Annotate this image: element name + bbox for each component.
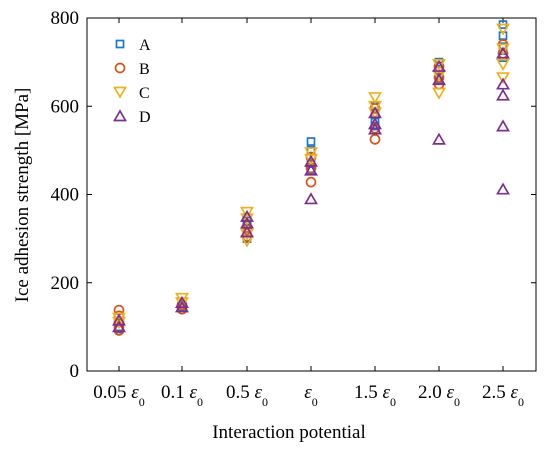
data-point-b [305, 176, 317, 188]
x-tick-label: 0.05 ε0 [93, 382, 145, 409]
x-tick-label: ε0 [304, 382, 318, 409]
legend-marker-d [113, 109, 127, 122]
data-point-c [496, 43, 510, 56]
data-point-d [240, 209, 254, 222]
legend-label-c: C [139, 85, 150, 102]
y-axis-label: Ice adhesion strength [MPa] [12, 88, 33, 303]
data-point-a [306, 137, 316, 146]
data-point-b [369, 133, 381, 145]
data-point-c [496, 23, 510, 36]
data-point-c [368, 100, 382, 113]
data-point-d [112, 313, 126, 326]
y-tick-label: 200 [51, 273, 80, 294]
axes: 0 200 400 600 800 0.05 ε0 0.1 ε0 0.5 ε0 ε0 1.5 ε0… [51, 8, 537, 409]
data-point-d [304, 163, 318, 176]
data-point-c [368, 92, 382, 105]
data-point-d [496, 88, 510, 101]
data-point-c [496, 58, 510, 72]
data-point-d [496, 182, 510, 195]
x-tick-label: 0.1 ε0 [161, 382, 203, 409]
data-point-c [240, 213, 254, 226]
data-point-d [368, 122, 382, 135]
x-tick-label: 2.5 ε0 [482, 382, 524, 409]
data-point-c [112, 317, 126, 330]
data-point-c [304, 153, 318, 166]
data-point-d [304, 192, 318, 205]
data-point-d [432, 73, 446, 86]
legend-label-b: B [139, 61, 150, 78]
data-points [112, 20, 510, 336]
legend-marker-a [115, 39, 125, 49]
data-point-d [112, 320, 126, 333]
data-point-b [433, 72, 445, 83]
data-point-c [304, 147, 318, 160]
data-point-d [432, 59, 446, 72]
data-point-c [432, 58, 446, 72]
legend-marker-b [114, 62, 126, 74]
data-point-c [240, 206, 254, 219]
y-tick-label: 600 [51, 96, 80, 117]
y-tick-label: 400 [51, 185, 80, 206]
legend-marker-c [113, 86, 127, 99]
data-point-c [432, 87, 446, 100]
data-point-c [240, 228, 254, 241]
y-tick-label: 800 [51, 8, 80, 29]
data-point-d [240, 225, 254, 238]
data-point-c [496, 72, 510, 85]
x-tick-label: 0.5 ε0 [226, 382, 268, 409]
data-point-d [175, 300, 189, 313]
legend-label-d: D [139, 109, 151, 126]
data-point-d [496, 119, 510, 132]
data-point-d [496, 46, 510, 59]
data-point-d [432, 132, 446, 145]
legend-label-a: A [139, 37, 151, 54]
x-tick-label: 2.0 ε0 [418, 382, 460, 409]
data-point-d [368, 117, 382, 130]
y-tick-label: 0 [70, 361, 80, 382]
x-axis-label: Interaction potential [212, 422, 366, 443]
x-tick-label: 1.5 ε0 [354, 382, 396, 409]
data-point-d [175, 295, 189, 308]
